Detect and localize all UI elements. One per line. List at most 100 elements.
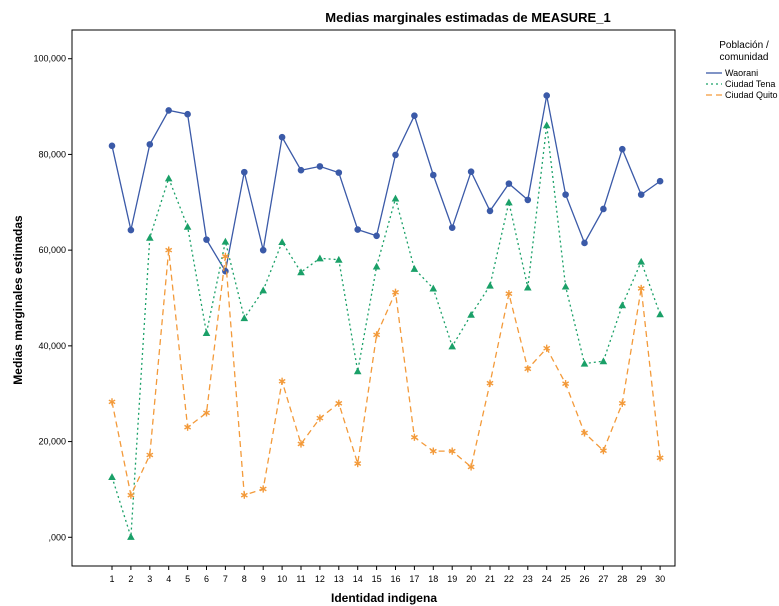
data-point	[353, 367, 362, 375]
x-tick-label: 27	[598, 574, 608, 584]
data-point	[240, 314, 249, 322]
data-point	[581, 429, 588, 437]
data-point	[316, 163, 324, 170]
data-point	[259, 485, 267, 493]
series-3	[108, 246, 664, 499]
data-point	[448, 342, 456, 350]
y-tick-label: 20,000	[38, 437, 66, 447]
x-axis: 1 2 3 4 5 6 7 8 9 10 11 12 13 14 15 16 17 18 19 20 21 22 23 24 2…	[109, 566, 665, 584]
data-point	[430, 171, 437, 179]
data-point	[165, 246, 173, 254]
data-point	[373, 331, 381, 339]
data-point	[524, 196, 532, 204]
data-point	[580, 359, 589, 367]
chart-title: Medias marginales estimadas de MEASURE_1	[325, 10, 610, 25]
y-tick-label: 100,000	[33, 54, 66, 64]
data-point	[354, 459, 362, 468]
data-point	[600, 205, 607, 213]
x-tick-label: 13	[334, 574, 344, 584]
data-point	[467, 168, 475, 175]
x-tick-label: 30	[655, 574, 665, 584]
data-point	[297, 440, 305, 448]
data-point	[448, 224, 456, 231]
data-point	[221, 252, 229, 260]
data-point	[392, 288, 399, 296]
x-tick-label: 20	[466, 574, 476, 584]
series-1	[108, 92, 664, 275]
data-point	[127, 226, 135, 234]
x-tick-label: 3	[147, 574, 152, 584]
data-point	[259, 246, 267, 254]
data-point	[278, 133, 286, 141]
x-tick-label: 24	[542, 574, 552, 584]
data-point	[297, 166, 305, 174]
data-point	[127, 491, 135, 499]
data-point	[354, 226, 362, 233]
x-tick-label: 17	[409, 574, 419, 584]
data-point	[637, 284, 645, 293]
data-point	[165, 107, 172, 114]
x-tick-label: 11	[296, 574, 305, 584]
x-tick-label: 22	[504, 574, 514, 584]
x-tick-label: 28	[617, 574, 627, 584]
data-point	[202, 329, 211, 336]
data-point	[618, 399, 626, 407]
data-point	[411, 112, 418, 119]
data-point	[486, 281, 494, 289]
data-point	[505, 198, 513, 206]
data-point	[241, 168, 248, 176]
data-point	[184, 110, 191, 118]
data-point	[542, 121, 551, 129]
data-point	[108, 398, 116, 406]
x-tick-label: 14	[353, 574, 363, 584]
x-tick-label: 26	[579, 574, 589, 584]
x-tick-label: 5	[185, 574, 190, 584]
x-axis-label: Identidad indigena	[331, 591, 437, 605]
data-point	[184, 423, 192, 431]
data-point	[108, 473, 116, 481]
data-point	[619, 145, 626, 153]
data-point	[637, 191, 645, 198]
data-point	[524, 283, 532, 291]
data-point	[656, 454, 664, 462]
data-point	[599, 357, 608, 365]
data-point	[164, 174, 173, 182]
x-tick-label: 4	[166, 574, 171, 584]
y-axis-label: Medias marginales estimadas	[11, 215, 25, 385]
data-point	[316, 254, 324, 262]
data-point	[505, 180, 513, 187]
x-tick-label: 1	[109, 574, 114, 584]
series-line	[111, 250, 661, 498]
data-point	[203, 236, 210, 243]
data-point	[656, 310, 664, 318]
data-point	[562, 380, 570, 388]
legend-entry-label: Waorani	[725, 68, 758, 78]
data-point	[467, 463, 475, 471]
x-tick-label: 10	[277, 574, 287, 584]
data-point	[486, 207, 494, 215]
y-axis: ,000 20,000 40,000 60,000 80,000 100,000	[33, 54, 72, 542]
x-tick-label: 19	[447, 574, 457, 584]
data-point	[505, 290, 513, 298]
data-point	[618, 301, 627, 309]
data-point	[373, 232, 380, 240]
data-point	[316, 414, 324, 422]
x-tick-label: 9	[261, 574, 266, 584]
legend-title-line2: comunidad	[720, 52, 769, 63]
y-tick-label: ,000	[48, 532, 66, 542]
x-tick-label: 21	[485, 574, 495, 584]
data-point	[259, 286, 267, 294]
data-point	[448, 447, 456, 455]
series-layer	[108, 92, 664, 540]
legend-entry-label: Ciudad Tena	[725, 79, 775, 89]
data-point	[335, 255, 343, 263]
x-tick-label: 25	[561, 574, 571, 584]
data-point	[656, 177, 664, 185]
plot-frame	[71, 29, 676, 567]
data-point	[146, 233, 154, 241]
legend-title-line1: Población /	[719, 40, 769, 51]
data-point	[561, 282, 570, 290]
data-point	[146, 141, 154, 148]
data-point	[127, 533, 135, 540]
